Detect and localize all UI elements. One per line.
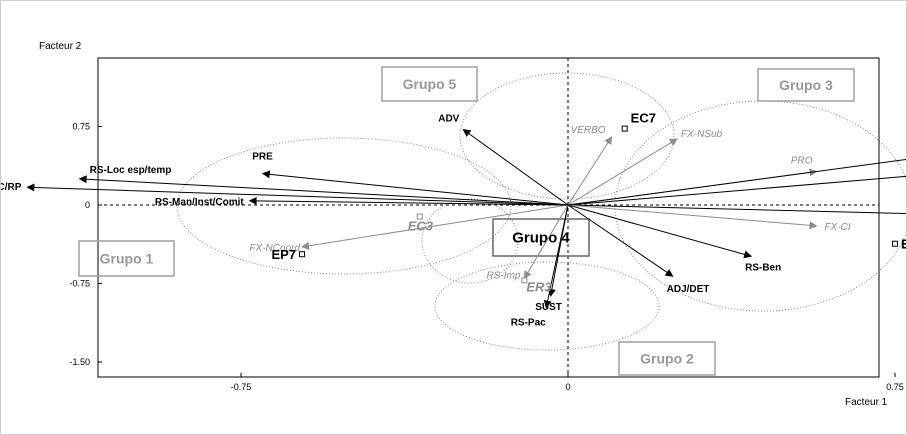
point-eh3 bbox=[892, 240, 898, 247]
vector-label: FX-CI bbox=[825, 222, 851, 233]
vector-fx-ncoord bbox=[301, 204, 569, 250]
vector-rs-exp-dic bbox=[567, 175, 906, 206]
vector-rs-man-inst-comit bbox=[248, 196, 569, 206]
vector-fx-nsub bbox=[567, 138, 678, 206]
vector-label: SUST bbox=[535, 302, 562, 313]
group-box-3 bbox=[757, 68, 855, 102]
vector-label: ADV bbox=[438, 114, 459, 125]
vector-label: PRE bbox=[252, 152, 273, 163]
group-label: Grupo 1 bbox=[100, 251, 154, 267]
group-label: Grupo 5 bbox=[403, 76, 457, 92]
point-label: EH3 bbox=[901, 237, 906, 252]
vector-fx-cc-rp bbox=[26, 183, 569, 206]
y-axis-title: Facteur 2 bbox=[39, 41, 82, 52]
point-label: EC3 bbox=[408, 219, 434, 234]
y-tick-label: 0 bbox=[85, 200, 90, 210]
plot-border bbox=[97, 57, 880, 378]
vector-label: RS-Ben bbox=[745, 262, 781, 273]
x-axis-title: Facteur 1 bbox=[845, 397, 888, 408]
group-ellipse-5 bbox=[614, 100, 906, 312]
vector-adj-det bbox=[567, 204, 674, 277]
vector-label: RS-Pac bbox=[511, 318, 546, 329]
vector-fx-cd bbox=[567, 204, 906, 215]
vector-label: RS-Loc esp/temp bbox=[90, 165, 172, 176]
vector-label: FX-NSub bbox=[681, 129, 723, 140]
group-box-2 bbox=[618, 341, 716, 376]
vector-label: FX-CC/RP bbox=[1, 182, 22, 193]
vector-fx-ci bbox=[567, 204, 818, 230]
point-er3 bbox=[521, 277, 528, 284]
vector-verbo bbox=[567, 136, 613, 206]
group-box-1 bbox=[78, 240, 175, 277]
vector-rs-imp bbox=[523, 204, 569, 280]
vector-adv bbox=[462, 129, 569, 206]
x-tick-label: 0.75 bbox=[886, 382, 904, 392]
x-tick-label: 0 bbox=[565, 382, 570, 392]
vector-rs-ben bbox=[567, 204, 753, 259]
vector-rs-fen-verbaliz bbox=[567, 158, 906, 206]
group-ellipse-4 bbox=[459, 72, 675, 200]
vector-rs-loc-esp-temp bbox=[78, 175, 569, 206]
point-ec3 bbox=[416, 213, 423, 220]
point-label: ER3 bbox=[526, 279, 552, 294]
point-label: EP7 bbox=[271, 247, 296, 262]
group-box-5 bbox=[381, 66, 478, 102]
group-label: Grupo 4 bbox=[512, 230, 570, 247]
vector-label: PRO bbox=[791, 156, 813, 167]
group-label: Grupo 3 bbox=[779, 77, 833, 93]
group-ellipse-1 bbox=[176, 137, 512, 275]
point-ec7 bbox=[621, 125, 628, 132]
vector-label: VERBO bbox=[571, 125, 606, 136]
point-label: EC7 bbox=[631, 111, 656, 126]
point-ep7 bbox=[299, 251, 306, 258]
y-tick-label: 0.75 bbox=[72, 121, 90, 131]
vector-label: RS-Man/Inst/Comit bbox=[155, 197, 245, 208]
x-tick-label: -0.75 bbox=[231, 382, 252, 392]
vector-rs-pac bbox=[543, 204, 569, 309]
vector-label: RS-Imp bbox=[486, 270, 520, 281]
vector-label: FX-NCoord bbox=[249, 243, 300, 254]
group-ellipse-2 bbox=[421, 198, 519, 284]
vector-label: ADJ/DET bbox=[667, 284, 710, 295]
group-ellipse-3 bbox=[434, 261, 660, 351]
y-tick-label: -0.75 bbox=[69, 279, 90, 289]
vector-pre bbox=[261, 170, 569, 206]
group-box-4 bbox=[492, 218, 590, 257]
group-label: Grupo 2 bbox=[640, 351, 694, 367]
y-tick-label: -1.50 bbox=[69, 357, 90, 367]
